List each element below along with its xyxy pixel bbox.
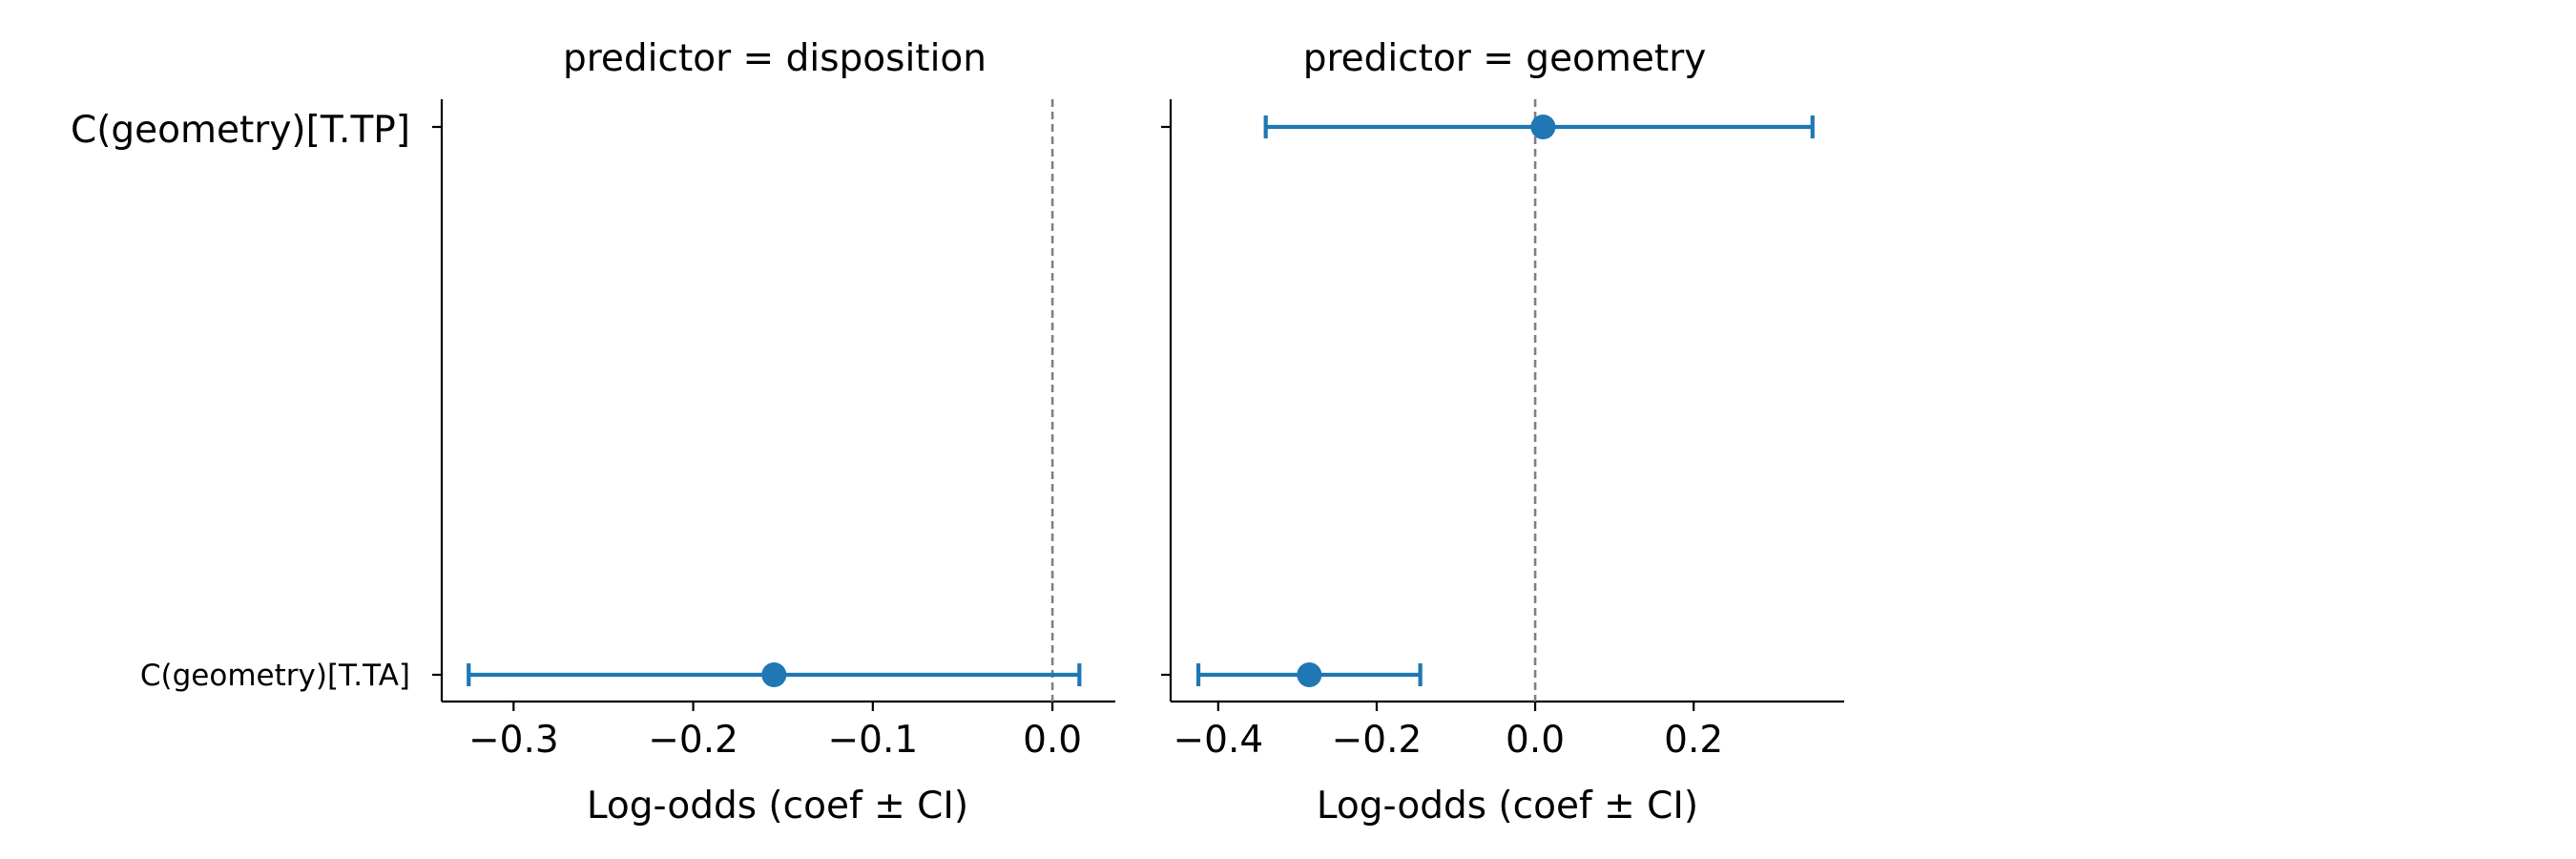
y-ticks-disposition: [432, 125, 442, 677]
x-axis-label-disposition: Log-odds (coef ± CI): [587, 785, 968, 828]
x-axis-label-geometry: Log-odds (coef ± CI): [1317, 785, 1698, 828]
x-tick-label: −0.4: [1173, 719, 1263, 762]
x-tick-label: −0.1: [827, 719, 918, 762]
panel-title-disposition: predictor = disposition: [563, 37, 987, 80]
x-tick-label: −0.2: [1332, 719, 1423, 762]
error-bars-geometry: [1195, 115, 1815, 687]
y-tick-label-ta: C(geometry)[T.TA]: [140, 659, 410, 693]
coef-point: [1297, 662, 1322, 687]
x-ticks-disposition: −0.3 −0.2 −0.1 0.0: [468, 702, 1082, 762]
panel-geometry: predictor = geometry −0.4 −0.2 0.0 0.2 Log-…: [1161, 37, 1844, 828]
x-tick-label: −0.2: [648, 719, 738, 762]
x-tick-label: −0.3: [468, 719, 559, 762]
panel-disposition: predictor = disposition −0.3 −0.2 −0.1 0.0 …: [71, 37, 1115, 828]
x-tick-label: 0.2: [1664, 719, 1723, 762]
y-ticks-geometry: [1161, 125, 1171, 677]
coef-point: [761, 662, 787, 687]
coef-point: [1530, 115, 1556, 139]
y-tick-label-tp: C(geometry)[T.TP]: [71, 109, 410, 152]
panel-title-geometry: predictor = geometry: [1303, 37, 1707, 80]
x-tick-label: 0.0: [1506, 719, 1565, 762]
error-bars-disposition: [467, 662, 1082, 687]
x-tick-label: 0.0: [1023, 719, 1082, 762]
x-ticks-geometry: −0.4 −0.2 0.0 0.2: [1173, 702, 1723, 762]
